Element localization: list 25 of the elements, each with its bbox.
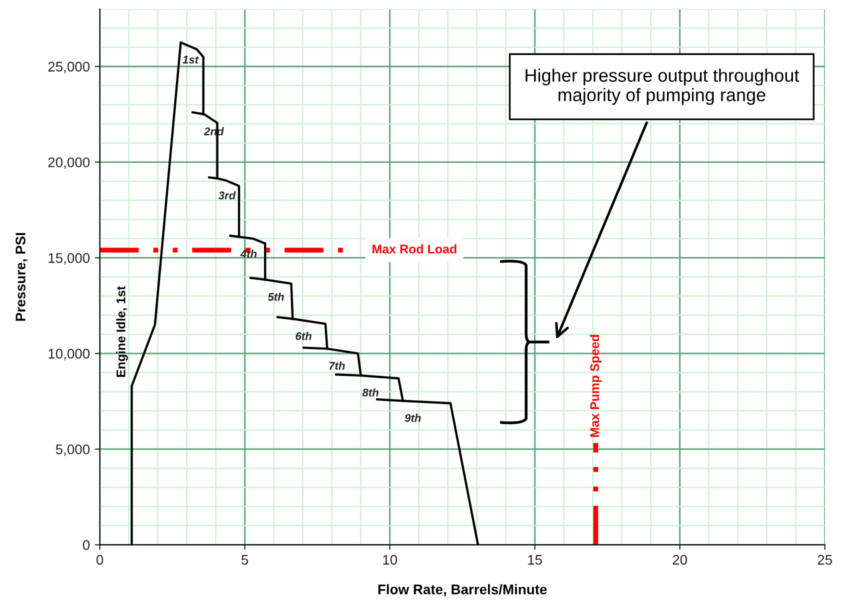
annotation: Higher pressure output throughout majority of pumping range: [526, 68, 800, 105]
x-axis-title: Flow Rate, Barrels/Minute: [378, 584, 547, 596]
annotation: Engine Idle, 1st: [116, 286, 128, 377]
x-tick-label: 5: [242, 555, 248, 565]
ref-line-label: Max Rod Load: [372, 244, 456, 254]
x-tick-label: 25: [818, 554, 832, 565]
annotation: 5th: [268, 292, 284, 301]
annotation: 3rd: [218, 191, 236, 200]
ref-line-label: Max Pump Speed: [590, 334, 602, 437]
y-axis-title: Pressure, PSI: [16, 233, 28, 321]
y-tick-label: 10,000: [48, 348, 90, 360]
y-tick-label: 15,000: [48, 253, 90, 265]
annotation: 8th: [362, 388, 378, 397]
y-tick-label: 20,000: [48, 157, 90, 169]
annotation: 9th: [404, 414, 421, 422]
x-tick-label: 15: [528, 555, 542, 565]
annotation: 6th: [296, 332, 312, 340]
y-tick-label: 5,000: [56, 444, 90, 456]
annotation: 7th: [329, 362, 345, 370]
x-tick-label: 0: [96, 554, 104, 565]
x-tick-label: 20: [672, 554, 688, 565]
x-tick-label: 10: [383, 554, 398, 565]
y-tick-label: 25,000: [48, 62, 90, 74]
annotation: 1st: [182, 56, 199, 64]
y-tick-label: 0: [82, 540, 90, 550]
